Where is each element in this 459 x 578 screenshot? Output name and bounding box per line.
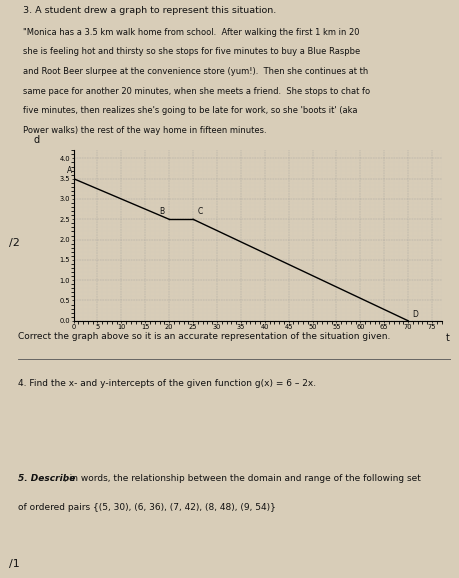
- Text: B: B: [159, 207, 164, 216]
- Text: Power walks) the rest of the way home in fifteen minutes.: Power walks) the rest of the way home in…: [23, 126, 266, 135]
- Text: "Monica has a 3.5 km walk home from school.  After walking the first 1 km in 20: "Monica has a 3.5 km walk home from scho…: [23, 28, 359, 36]
- Text: C: C: [197, 207, 202, 216]
- Text: and Root Beer slurpee at the convenience store (yum!).  Then she continues at th: and Root Beer slurpee at the convenience…: [23, 67, 368, 76]
- Text: t: t: [444, 333, 448, 343]
- Text: Correct the graph above so it is an accurate representation of the situation giv: Correct the graph above so it is an accu…: [18, 332, 390, 341]
- Text: D: D: [411, 310, 417, 318]
- Text: five minutes, then realizes she's going to be late for work, so she 'boots it' (: five minutes, then realizes she's going …: [23, 106, 357, 115]
- Text: d: d: [34, 135, 40, 145]
- Text: 4. Find the x- and y-intercepts of the given function g(x) = 6 – 2x.: 4. Find the x- and y-intercepts of the g…: [18, 379, 316, 388]
- Text: /2: /2: [9, 238, 20, 248]
- Text: 3. A student drew a graph to represent this situation.: 3. A student drew a graph to represent t…: [23, 6, 276, 15]
- Text: she is feeling hot and thirsty so she stops for five minutes to buy a Blue Raspb: she is feeling hot and thirsty so she st…: [23, 47, 359, 56]
- Text: of ordered pairs {(5, 30), (6, 36), (7, 42), (8, 48), (9, 54)}: of ordered pairs {(5, 30), (6, 36), (7, …: [18, 503, 276, 513]
- Text: , in words, the relationship between the domain and range of the following set: , in words, the relationship between the…: [64, 473, 420, 483]
- Text: 5. Describe: 5. Describe: [18, 473, 76, 483]
- Text: same pace for another 20 minutes, when she meets a friend.  She stops to chat fo: same pace for another 20 minutes, when s…: [23, 87, 369, 95]
- Text: A: A: [67, 166, 72, 175]
- Text: /1: /1: [9, 560, 20, 569]
